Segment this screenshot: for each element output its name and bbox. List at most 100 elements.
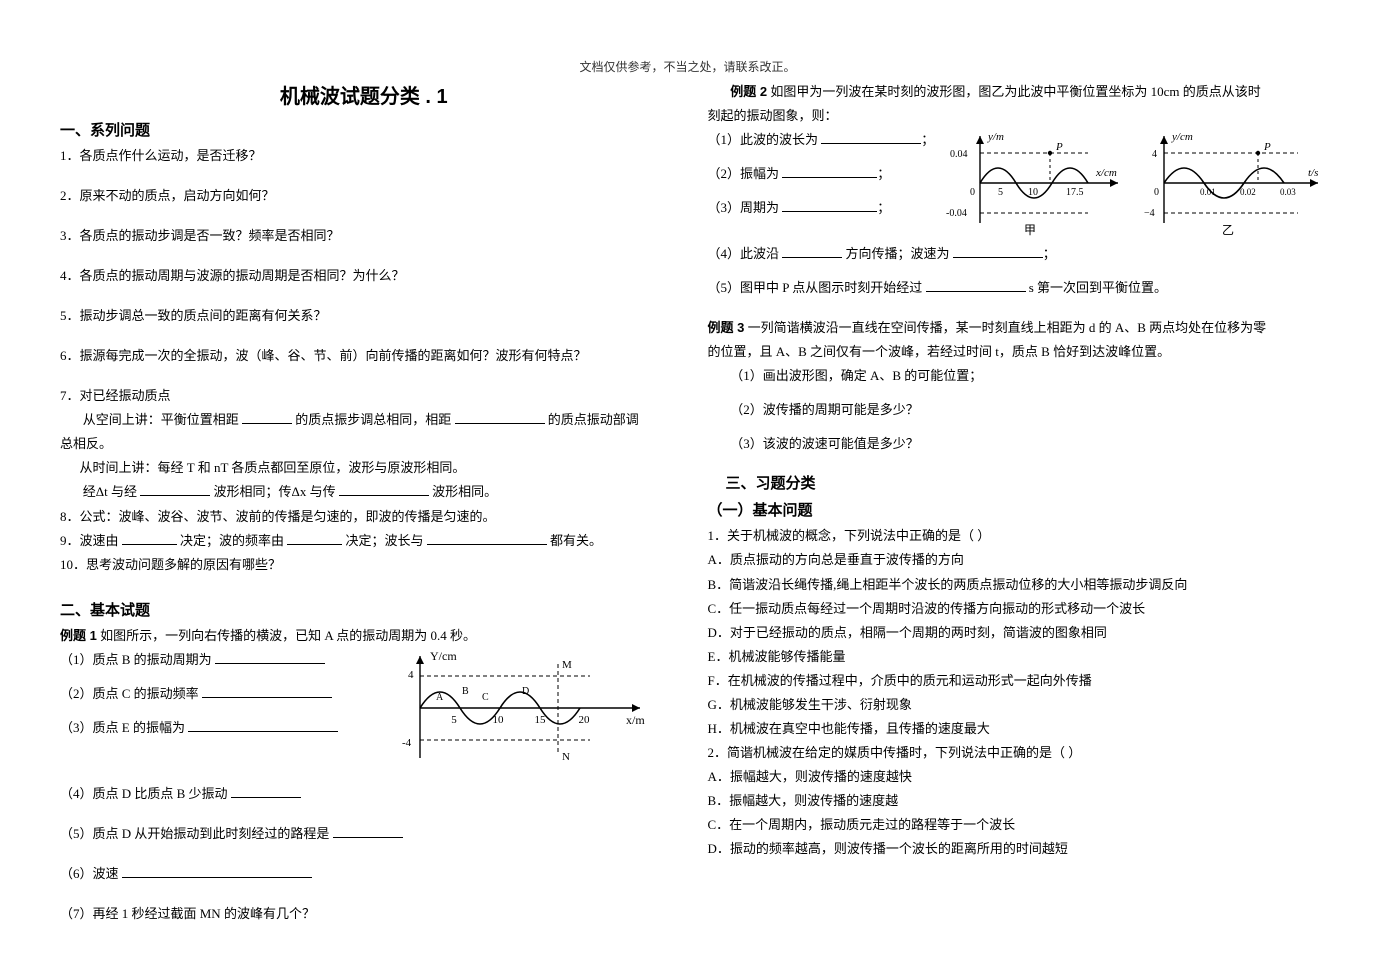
yi-yt1: 4	[1152, 149, 1157, 160]
q7b1: 从空间上讲：平衡位置相距	[83, 412, 239, 427]
blank	[202, 685, 332, 697]
p1stem: 1．关于机械波的概念，下列说法中正确的是（ ）	[708, 524, 1316, 548]
blank	[455, 412, 545, 424]
yi-title: 乙	[1221, 223, 1233, 237]
ex2q4: （4）此波沿 方向传播；波速为 ；	[708, 242, 1316, 266]
blank	[333, 825, 403, 837]
xtick: 20	[579, 714, 591, 726]
ex1q5-t: （5）质点 D 从开始振动到此时刻经过的路程是	[60, 826, 329, 841]
blank	[427, 532, 547, 544]
pt-B: B	[462, 686, 469, 697]
ex3-line2: 的位置，且 A、B 之间仅有一个波峰，若经过时间 t，质点 B 恰好到达波峰位置…	[708, 340, 1316, 364]
yi-P: P	[1263, 141, 1271, 153]
ex2q4a: （4）此波沿	[708, 246, 780, 261]
q7e2: 波形相同；传Δx 与传	[213, 484, 335, 499]
q9c: 决定；波长与	[346, 533, 424, 548]
ex2-label: 例题 2	[730, 84, 767, 99]
q5: 5．振动步调总一致的质点间的距离有何关系？	[60, 304, 668, 328]
ex1-text: 如图所示，一列向右传播的横波，已知 A 点的振动周期为 0.4 秒。	[100, 628, 476, 643]
q9a: 9．波速由	[60, 533, 119, 548]
q7e: 经Δt 与经 波形相同；传Δx 与传 波形相同。	[60, 480, 668, 504]
ex1q7: （7）再经 1 秒经过截面 MN 的波峰有几个？	[60, 902, 668, 926]
ex2q5b: s 第一次回到平衡位置。	[1029, 280, 1167, 295]
left-column: 机械波试题分类 . 1 一、系列问题 1．各质点作什么运动，是否迁移？ 2．原来…	[60, 80, 668, 926]
p1F: F．在机械波的传播过程中，介质中的质元和运动形式一起向外传播	[708, 669, 1316, 693]
ex3q3: （3）该波的波速可能值是多少？	[708, 432, 1316, 456]
jia-yt2: -0.04	[946, 208, 967, 219]
right-column: 例题 2 如图甲为一列波在某时刻的波形图，图乙为此波中平衡位置坐标为 10cm …	[708, 80, 1316, 926]
ex1-line: 例题 1 如图所示，一列向右传播的横波，已知 A 点的振动周期为 0.4 秒。	[60, 624, 668, 648]
q9b: 决定；波的频率由	[180, 533, 284, 548]
ex1q2-t: （2）质点 C 的振动频率	[60, 686, 199, 701]
blank	[215, 651, 325, 663]
blank	[122, 532, 177, 544]
pt-D: D	[522, 686, 529, 697]
ex2-line2: 刻起的振动图象，则：	[708, 104, 1316, 128]
jia-ylabel: y/m	[987, 131, 1004, 143]
ex3-text: 一列简谐横波沿一直线在空间传播，某一时刻直线上相距为 d 的 A、B 两点均处在…	[748, 320, 1267, 335]
jia-title: 甲	[1023, 223, 1035, 237]
jia-xt2: 10	[1028, 187, 1038, 198]
p2B: B．振幅越大，则波传播的速度越	[708, 789, 1316, 813]
q7d: 从时间上讲：每经 T 和 nT 各质点都回至原位，波形与原波形相同。	[60, 456, 668, 480]
ex3q1-t: （1）画出波形图，确定 A、B 的可能位置；	[730, 368, 982, 383]
blank	[140, 484, 210, 496]
q9: 9．波速由 决定；波的频率由 决定；波长与 都有关。	[60, 529, 668, 553]
ex2q5: （5）图甲中 P 点从图示时刻开始经过 s 第一次回到平衡位置。	[708, 276, 1316, 300]
two-column-layout: 机械波试题分类 . 1 一、系列问题 1．各质点作什么运动，是否迁移？ 2．原来…	[60, 80, 1315, 926]
ex1q1-t: （1）质点 B 的振动周期为	[60, 652, 212, 667]
p1D: D．对于已经振动的质点，相隔一个周期的两时刻，简谐波的图象相同	[708, 621, 1316, 645]
q7b2: 的质点振步调总相同，相距	[295, 412, 451, 427]
blank	[782, 166, 877, 178]
ex1q6: （6）波速	[60, 862, 668, 886]
yi-xt1: 0.01	[1200, 187, 1216, 197]
ex2-row: （1）此波的波长为 ； （2）振幅为 ； （3）周期为 ；	[708, 128, 1316, 242]
ex1-row: （1）质点 B 的振动周期为 （2）质点 C 的振动频率 （3）质点 E 的振幅…	[60, 648, 668, 772]
blank	[287, 532, 342, 544]
jia-yt1: 0.04	[950, 149, 968, 160]
pt-C: C	[482, 692, 489, 703]
ex1q5: （5）质点 D 从开始振动到此时刻经过的路程是	[60, 822, 668, 846]
q7b: 从空间上讲：平衡位置相距 的质点振步调总相同，相距 的质点振动部调	[60, 408, 668, 432]
ex1q6-t: （6）波速	[60, 866, 119, 881]
p1G: G．机械波能够发生干涉、衍射现象	[708, 693, 1316, 717]
blank	[231, 785, 301, 797]
q4: 4．各质点的振动周期与波源的振动周期是否相同？为什么？	[60, 264, 668, 288]
ex3-label: 例题 3	[708, 320, 745, 335]
yi-ylabel: y/cm	[1171, 131, 1193, 143]
blank	[821, 132, 921, 144]
section-2-heading: 二、基本试题	[60, 599, 668, 620]
ex2q5a: （5）图甲中 P 点从图示时刻开始经过	[708, 280, 923, 295]
q8: 8．公式：波峰、波谷、波节、波前的传播是匀速的，即波的传播是匀速的。	[60, 505, 668, 529]
yi-xt3: 0.03	[1280, 187, 1296, 197]
blank	[926, 280, 1026, 292]
q7e3: 波形相同。	[432, 484, 497, 499]
q7e1: 经Δt 与经	[83, 484, 137, 499]
q9d: 都有关。	[550, 533, 602, 548]
jia-xlabel: x/cm	[1095, 167, 1117, 179]
ytick: -4	[402, 737, 412, 749]
yi-xt2: 0.02	[1240, 187, 1256, 197]
p2C: C．在一个周期内，振动质元走过的路程等于一个波长	[708, 813, 1316, 837]
blank	[339, 484, 429, 496]
ex1-label: 例题 1	[60, 628, 97, 643]
chart-yi: y/cm t/s 4 0 −4 0.01 0.02 0.03 P 乙	[1128, 128, 1328, 242]
xtick: 15	[535, 714, 547, 726]
p2D: D．振动的频率越高，则波传播一个波长的距离所用的时间越短	[708, 837, 1316, 861]
ex1q1: （1）质点 B 的振动周期为	[60, 648, 390, 672]
q2: 2．原来不动的质点，启动方向如何？	[60, 184, 668, 208]
jia-xt1: 5	[998, 187, 1003, 198]
q1: 1．各质点作什么运动，是否迁移？	[60, 144, 668, 168]
pt-M: M	[562, 659, 572, 671]
section-3-heading: 三、习题分类	[726, 472, 1316, 493]
pt-A: A	[436, 692, 444, 703]
section-1-heading: 一、系列问题	[60, 119, 668, 140]
header-note: 文档仅供参考，不当之处，请联系改正。	[0, 58, 1375, 75]
yi-yt0: 0	[1154, 187, 1159, 198]
ex1q3: （3）质点 E 的振幅为	[60, 716, 390, 740]
pt-N: N	[562, 751, 570, 763]
ex3q2-t: （2）波传播的周期可能是多少？	[730, 402, 919, 417]
main-title: 机械波试题分类 . 1	[60, 80, 668, 109]
ex2q3: （3）周期为 ；	[708, 196, 938, 220]
jia-P: P	[1055, 141, 1063, 153]
